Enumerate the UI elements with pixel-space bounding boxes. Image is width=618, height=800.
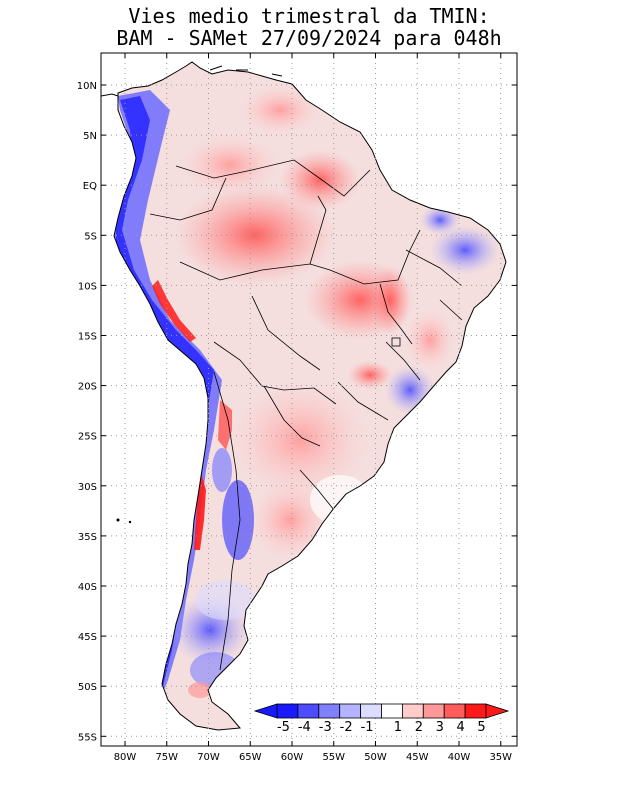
lat-tick-label: 10N [77, 81, 97, 92]
lon-tick-label: 60W [281, 752, 304, 763]
lat-tick-label: EQ [83, 181, 97, 192]
colorbar-segment [360, 703, 382, 719]
colorbar-segment [422, 703, 445, 719]
lat-tick-label: 25S [78, 432, 97, 443]
colorbar-arrow-low [253, 703, 278, 719]
colorbar-label: -4 [298, 720, 311, 735]
map-title-line-1: Vies medio trimestral da TMIN: [128, 4, 490, 28]
colorbar-segment [464, 703, 487, 719]
lon-tick-label: 35W [489, 752, 512, 763]
lat-tick-label: 15S [78, 332, 97, 343]
lat-tick-label: 55S [78, 732, 97, 743]
lat-tick-label: 40S [78, 582, 97, 593]
colorbar-label: 3 [436, 720, 444, 735]
map-title-line-2: BAM - SAMet 27/09/2024 para 048h [116, 26, 502, 50]
colorbar-segment [381, 703, 403, 719]
map-frame [100, 52, 518, 747]
colorbar: -5 -4 -3 -2 -1 1 2 3 4 5 [253, 703, 510, 735]
colorbar-label: -5 [277, 720, 290, 735]
lon-tick-label: 55W [322, 752, 345, 763]
lat-lon-grid [101, 53, 517, 746]
colorbar-label: -1 [361, 720, 374, 735]
colorbar-segment [401, 703, 424, 719]
lat-tick-label: 5N [83, 131, 97, 142]
latitude-axis: 10N 5N EQ 5S 10S 15S 20S 25S 30S 35S 40S 45S 50S 55S [77, 81, 517, 743]
colorbar-segment [339, 703, 362, 719]
lon-tick-label: 80W [114, 752, 137, 763]
lat-tick-label: 35S [78, 532, 97, 543]
colorbar-segment [318, 703, 341, 719]
lon-tick-label: 70W [197, 752, 220, 763]
colorbar-label: -2 [340, 720, 353, 735]
colorbar-label: 5 [477, 720, 485, 735]
colorbar-arrow-high [485, 703, 510, 719]
country-borders [149, 159, 463, 671]
colorbar-segment [297, 703, 320, 719]
lon-tick-label: 50W [364, 752, 387, 763]
colorbar-segment [276, 703, 299, 719]
lon-tick-label: 75W [155, 752, 178, 763]
colorbar-segment [443, 703, 466, 719]
lat-tick-label: 20S [78, 382, 97, 393]
colorbar-label: 1 [394, 720, 402, 735]
lat-tick-label: 45S [78, 632, 97, 643]
lat-tick-label: 5S [84, 231, 97, 242]
colorbar-label: 4 [457, 720, 465, 735]
lat-tick-label: 30S [78, 482, 97, 493]
colorbar-label: -3 [319, 720, 332, 735]
lat-tick-label: 10S [78, 281, 97, 292]
lon-tick-label: 45W [406, 752, 429, 763]
colorbar-label: 2 [415, 720, 423, 735]
lon-tick-label: 40W [448, 752, 471, 763]
longitude-axis: 80W 75W 70W 65W 60W 55W 50W 45W 40W 35W [114, 53, 512, 763]
lat-tick-label: 50S [78, 682, 97, 693]
coastline [101, 61, 507, 731]
lon-tick-label: 65W [239, 752, 262, 763]
